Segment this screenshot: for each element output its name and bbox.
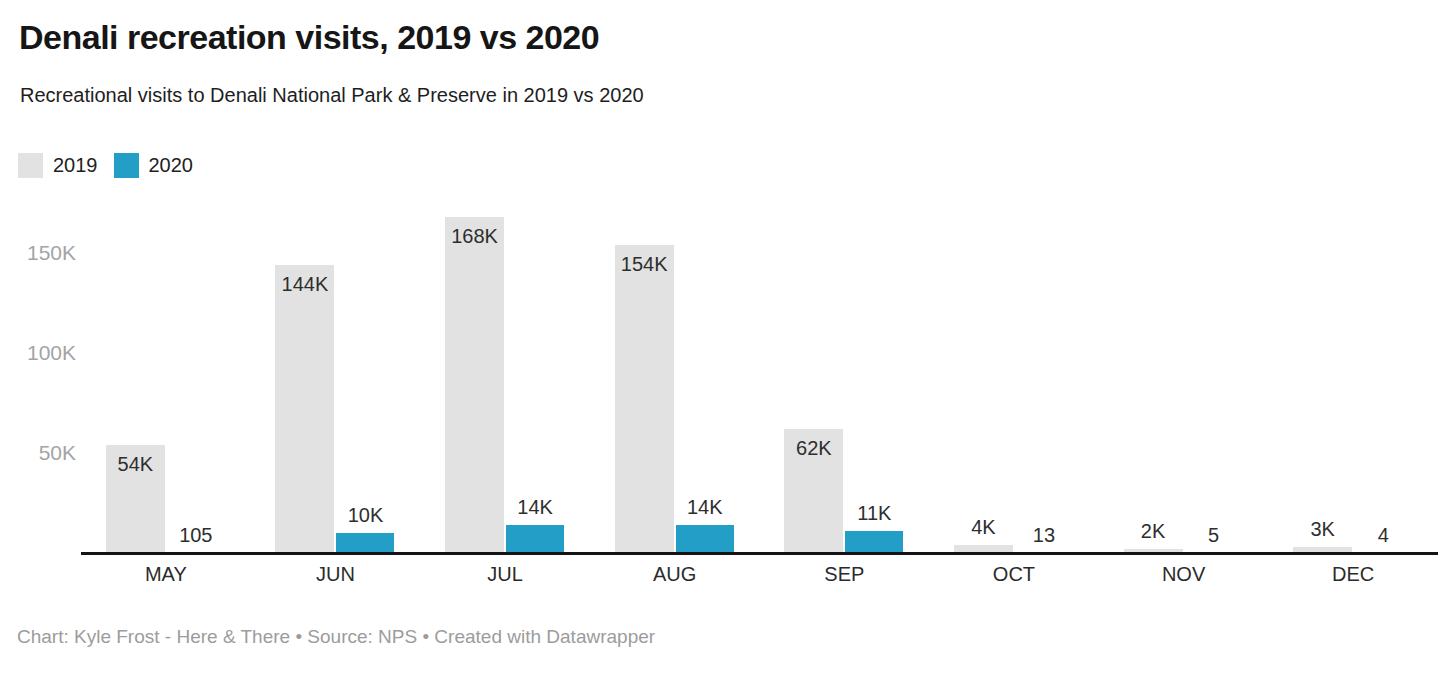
chart-container: Denali recreation visits, 2019 vs 2020 R…	[0, 0, 1456, 684]
x-axis-label-jul: JUL	[420, 563, 590, 585]
bar-value-label-2019-sep: 62K	[779, 438, 849, 459]
bar-2020-aug[interactable]	[676, 525, 734, 553]
bar-value-label-2020-nov: 5	[1179, 525, 1249, 546]
bar-value-label-2019-aug: 154K	[609, 254, 679, 275]
bar-value-label-2020-jul: 14K	[500, 497, 570, 518]
x-axis-label-aug: AUG	[590, 563, 760, 585]
x-axis-label-nov: NOV	[1099, 563, 1269, 585]
attribution-footer: Chart: Kyle Frost - Here & There • Sourc…	[17, 626, 655, 648]
y-axis-tick-label: 50K	[0, 441, 76, 465]
bar-value-label-2020-aug: 14K	[670, 497, 740, 518]
bar-value-label-2019-jul: 168K	[440, 226, 510, 247]
x-axis-label-may: MAY	[81, 563, 251, 585]
bar-2019-jul[interactable]	[445, 217, 504, 553]
x-axis-label-dec: DEC	[1268, 563, 1438, 585]
bar-value-label-2019-jun: 144K	[270, 274, 340, 295]
plot-area: 150K100K50K54K105MAY144K10KJUN168K14KJUL…	[0, 0, 1456, 684]
bar-value-label-2020-may: 105	[161, 525, 231, 546]
x-axis-label-jun: JUN	[251, 563, 421, 585]
bar-value-label-2020-jun: 10K	[330, 505, 400, 526]
x-axis-label-sep: SEP	[760, 563, 930, 585]
bar-value-label-2020-sep: 11K	[839, 503, 909, 524]
bar-2019-jun[interactable]	[275, 265, 334, 553]
bar-value-label-2019-may: 54K	[100, 454, 170, 475]
y-axis-tick-label: 150K	[0, 241, 76, 265]
y-axis-tick-label: 100K	[0, 341, 76, 365]
bar-value-label-2019-nov: 2K	[1118, 521, 1188, 542]
bar-value-label-2019-oct: 4K	[948, 517, 1018, 538]
bar-value-label-2020-oct: 13	[1009, 525, 1079, 546]
x-axis-label-oct: OCT	[929, 563, 1099, 585]
bar-2019-aug[interactable]	[615, 245, 674, 553]
bar-2020-sep[interactable]	[845, 531, 903, 553]
bar-value-label-2020-dec: 4	[1348, 525, 1418, 546]
bar-value-label-2019-dec: 3K	[1288, 519, 1358, 540]
bar-2020-jun[interactable]	[336, 533, 394, 553]
x-axis-line	[81, 552, 1438, 555]
bar-2020-jul[interactable]	[506, 525, 564, 553]
